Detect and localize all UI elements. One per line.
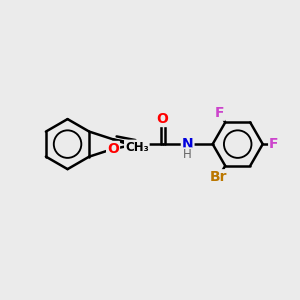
Text: CH₃: CH₃ (125, 141, 149, 154)
Text: Br: Br (210, 170, 227, 184)
Text: F: F (269, 137, 279, 151)
Text: N: N (182, 137, 194, 151)
Text: O: O (157, 112, 169, 126)
Text: O: O (107, 142, 119, 156)
Text: F: F (215, 106, 224, 120)
Text: H: H (183, 148, 192, 161)
